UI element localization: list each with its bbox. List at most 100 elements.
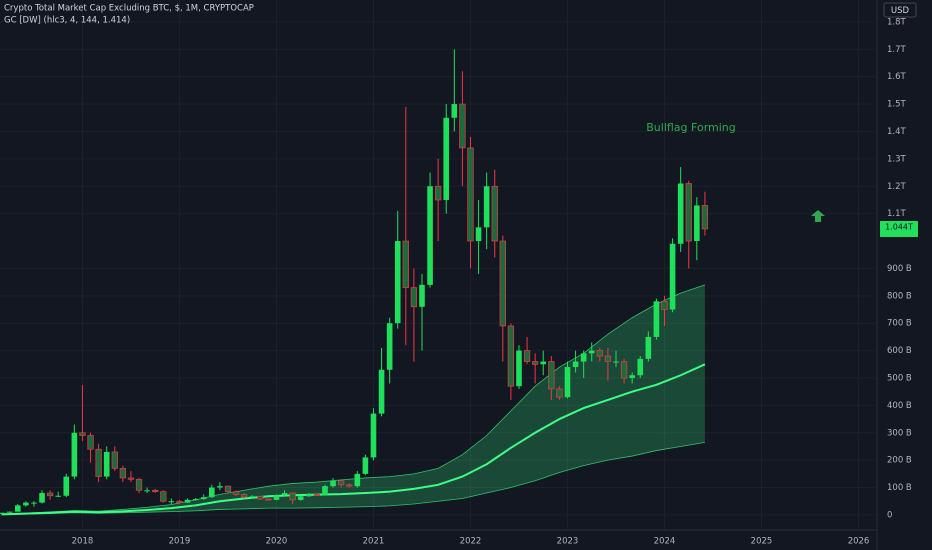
candle-body (580, 353, 587, 362)
candle-body (629, 375, 635, 378)
candle-body (103, 451, 110, 477)
x-tick-label: 2023 (557, 537, 579, 547)
candle-body (507, 325, 515, 387)
candle-body (168, 501, 175, 503)
candle-body (87, 435, 94, 450)
candle-body (192, 499, 199, 501)
candle-body (685, 183, 692, 242)
candle-body (677, 183, 684, 244)
y-tick-label: 100 B (887, 483, 912, 493)
y-tick-label: 400 B (887, 401, 912, 411)
x-tick-label: 2019 (169, 537, 191, 547)
candle-body (160, 491, 167, 502)
last-price-label: 1.044T (885, 222, 913, 231)
x-tick-label: 2026 (848, 537, 870, 547)
candle-body (31, 502, 37, 504)
candle-body (297, 496, 304, 500)
x-tick-label: 2021 (363, 537, 385, 547)
currency-button[interactable] (883, 2, 917, 18)
x-tick-label: 2018 (72, 537, 94, 547)
candle-body (6, 511, 13, 513)
candle-body (14, 505, 21, 512)
candle-body (200, 497, 207, 500)
candle-body (620, 361, 628, 379)
candle-body (184, 499, 191, 503)
y-tick-label: 600 B (887, 346, 912, 356)
candle-body (443, 117, 450, 200)
candle-body (111, 451, 118, 469)
candle-body (394, 241, 401, 324)
y-tick-label: 900 B (887, 264, 912, 274)
y-tick-label: 1.5T (887, 100, 907, 110)
candle-body (604, 355, 612, 362)
candle-body (588, 350, 595, 354)
candle-body (475, 227, 482, 242)
candle-body (378, 369, 385, 414)
y-tick-label: 1.3T (887, 154, 907, 164)
candle-body (46, 492, 54, 497)
channel-basis (1, 363, 706, 516)
channel-fill (1, 284, 705, 515)
candle-body (645, 336, 652, 359)
candle-body (402, 240, 409, 288)
candle-body (362, 457, 369, 474)
y-tick-label: 1.8T (887, 17, 907, 27)
candle-body (540, 361, 547, 365)
annotation: Bullflag Forming (646, 121, 736, 134)
candle-body (322, 486, 328, 495)
y-tick-label: 1.2T (887, 182, 907, 192)
candle-body (370, 413, 377, 458)
candle-body (79, 432, 86, 436)
x-tick-label: 2025 (751, 537, 773, 547)
candle-body (434, 185, 442, 201)
candle-body (152, 489, 159, 493)
candle-body (386, 323, 393, 370)
candle-body (427, 186, 433, 285)
axes: 0 100 B 200 B 300 B 400 B 500 B 600 B 700 B 800 … (72, 17, 918, 547)
y-tick-label: 700 B (887, 319, 912, 329)
candle-body (63, 476, 70, 496)
y-tick-label: 1.4T (887, 127, 907, 137)
candle-body (144, 490, 150, 492)
x-tick-label: 2020 (266, 537, 288, 547)
candle-body (564, 367, 571, 398)
candle-body (523, 350, 531, 362)
candle-body (313, 494, 321, 496)
candle-body (596, 350, 603, 357)
candle-body (257, 495, 264, 500)
y-tick-label: 1.7T (887, 45, 907, 55)
candle-body (419, 284, 425, 307)
last-price-box (880, 220, 918, 237)
candle-body (306, 494, 312, 497)
channel-upper (1, 284, 706, 515)
candle-body (532, 361, 539, 365)
candle-body (346, 484, 353, 487)
candle-body (119, 468, 127, 479)
candle-body (281, 493, 288, 496)
candle-body (701, 205, 709, 230)
candle-body (516, 350, 522, 387)
candle-body (337, 480, 345, 486)
candle-body (176, 500, 183, 503)
candle-body (95, 448, 102, 477)
candle-body (330, 480, 336, 487)
candle-body (459, 103, 466, 149)
indicator-label: GC [DW] (hlc3, 4, 144, 1.414) (4, 16, 130, 26)
candle-body (613, 361, 619, 363)
grid (0, 0, 875, 530)
candle-body (39, 493, 45, 503)
candle-body (661, 300, 668, 310)
candle-body (548, 361, 555, 390)
channel (1, 284, 706, 516)
candle-body (483, 186, 490, 228)
currency-label[interactable]: USD (891, 6, 910, 16)
candle-body (265, 498, 272, 501)
candle-body (653, 301, 660, 337)
candle-body (637, 358, 644, 376)
candle-body (451, 104, 458, 118)
x-tick-label: 2022 (460, 537, 482, 547)
candle-body (249, 496, 256, 498)
